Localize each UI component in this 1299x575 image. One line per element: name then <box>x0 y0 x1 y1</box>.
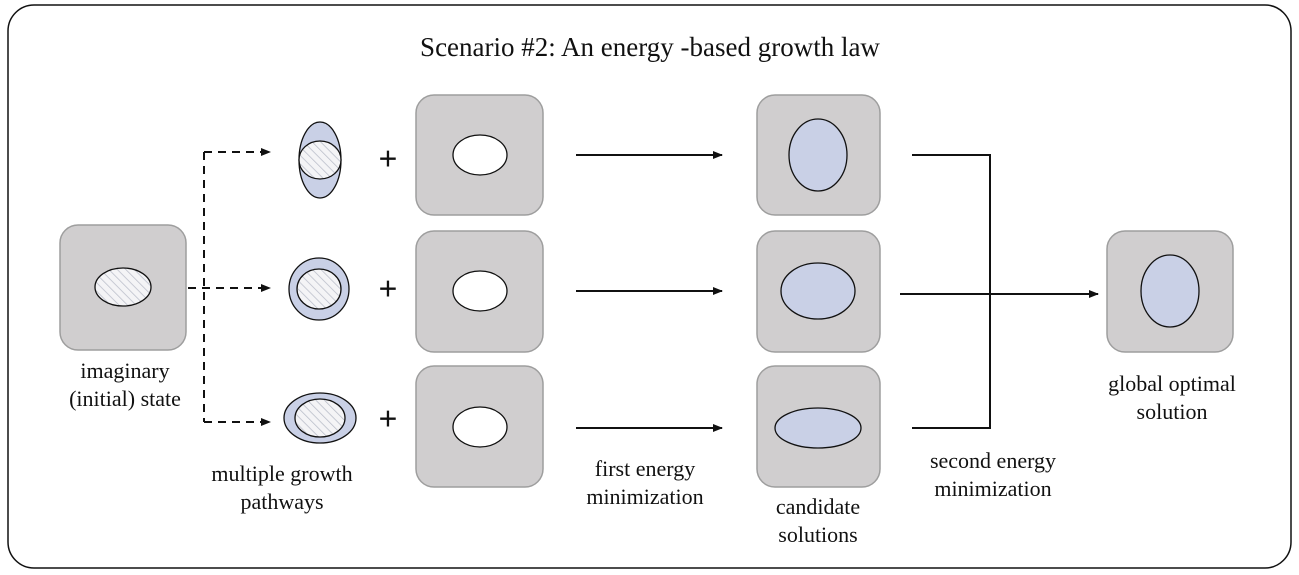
final-shape <box>1140 254 1200 328</box>
host-cavity <box>452 406 508 448</box>
text-line: pathways <box>240 489 323 514</box>
first-label: first energy minimization <box>586 456 703 509</box>
text-line: multiple growth <box>211 461 352 486</box>
text-line: second energy <box>930 448 1056 473</box>
text-line: first energy <box>595 456 695 481</box>
candidate-shape <box>780 262 856 320</box>
candidate-shape <box>788 118 848 192</box>
text-line: global optimal <box>1108 371 1236 396</box>
text-line: candidate <box>776 494 860 519</box>
text-line: (initial) state <box>69 386 181 411</box>
pathways-label: multiple growth pathways <box>211 461 352 514</box>
plus: + <box>379 140 398 176</box>
second-label: second energy minimization <box>930 448 1056 501</box>
solid-arrows <box>576 151 723 432</box>
text-line: imaginary <box>80 358 169 383</box>
plus: + <box>379 400 398 436</box>
pathway-core <box>298 140 342 180</box>
candidates-label: candidate solutions <box>776 494 860 547</box>
title: Scenario #2: An energy -based growth law <box>420 32 880 62</box>
text-line: solution <box>1137 399 1208 424</box>
dashed-arrows <box>188 148 271 426</box>
plus: + <box>379 270 398 306</box>
final-label: global optimal solution <box>1108 371 1236 424</box>
host-cavity <box>452 134 508 176</box>
initial-shape <box>94 267 152 307</box>
pathway-core <box>296 268 342 310</box>
candidate-shape <box>774 407 862 449</box>
pathway-core <box>294 398 346 438</box>
text-line: minimization <box>586 484 703 509</box>
host-cavity <box>452 270 508 312</box>
bracket-arrow <box>900 154 1099 429</box>
text-line: solutions <box>778 522 857 547</box>
initial-label: imaginary (initial) state <box>69 358 181 411</box>
text-line: minimization <box>934 476 1051 501</box>
